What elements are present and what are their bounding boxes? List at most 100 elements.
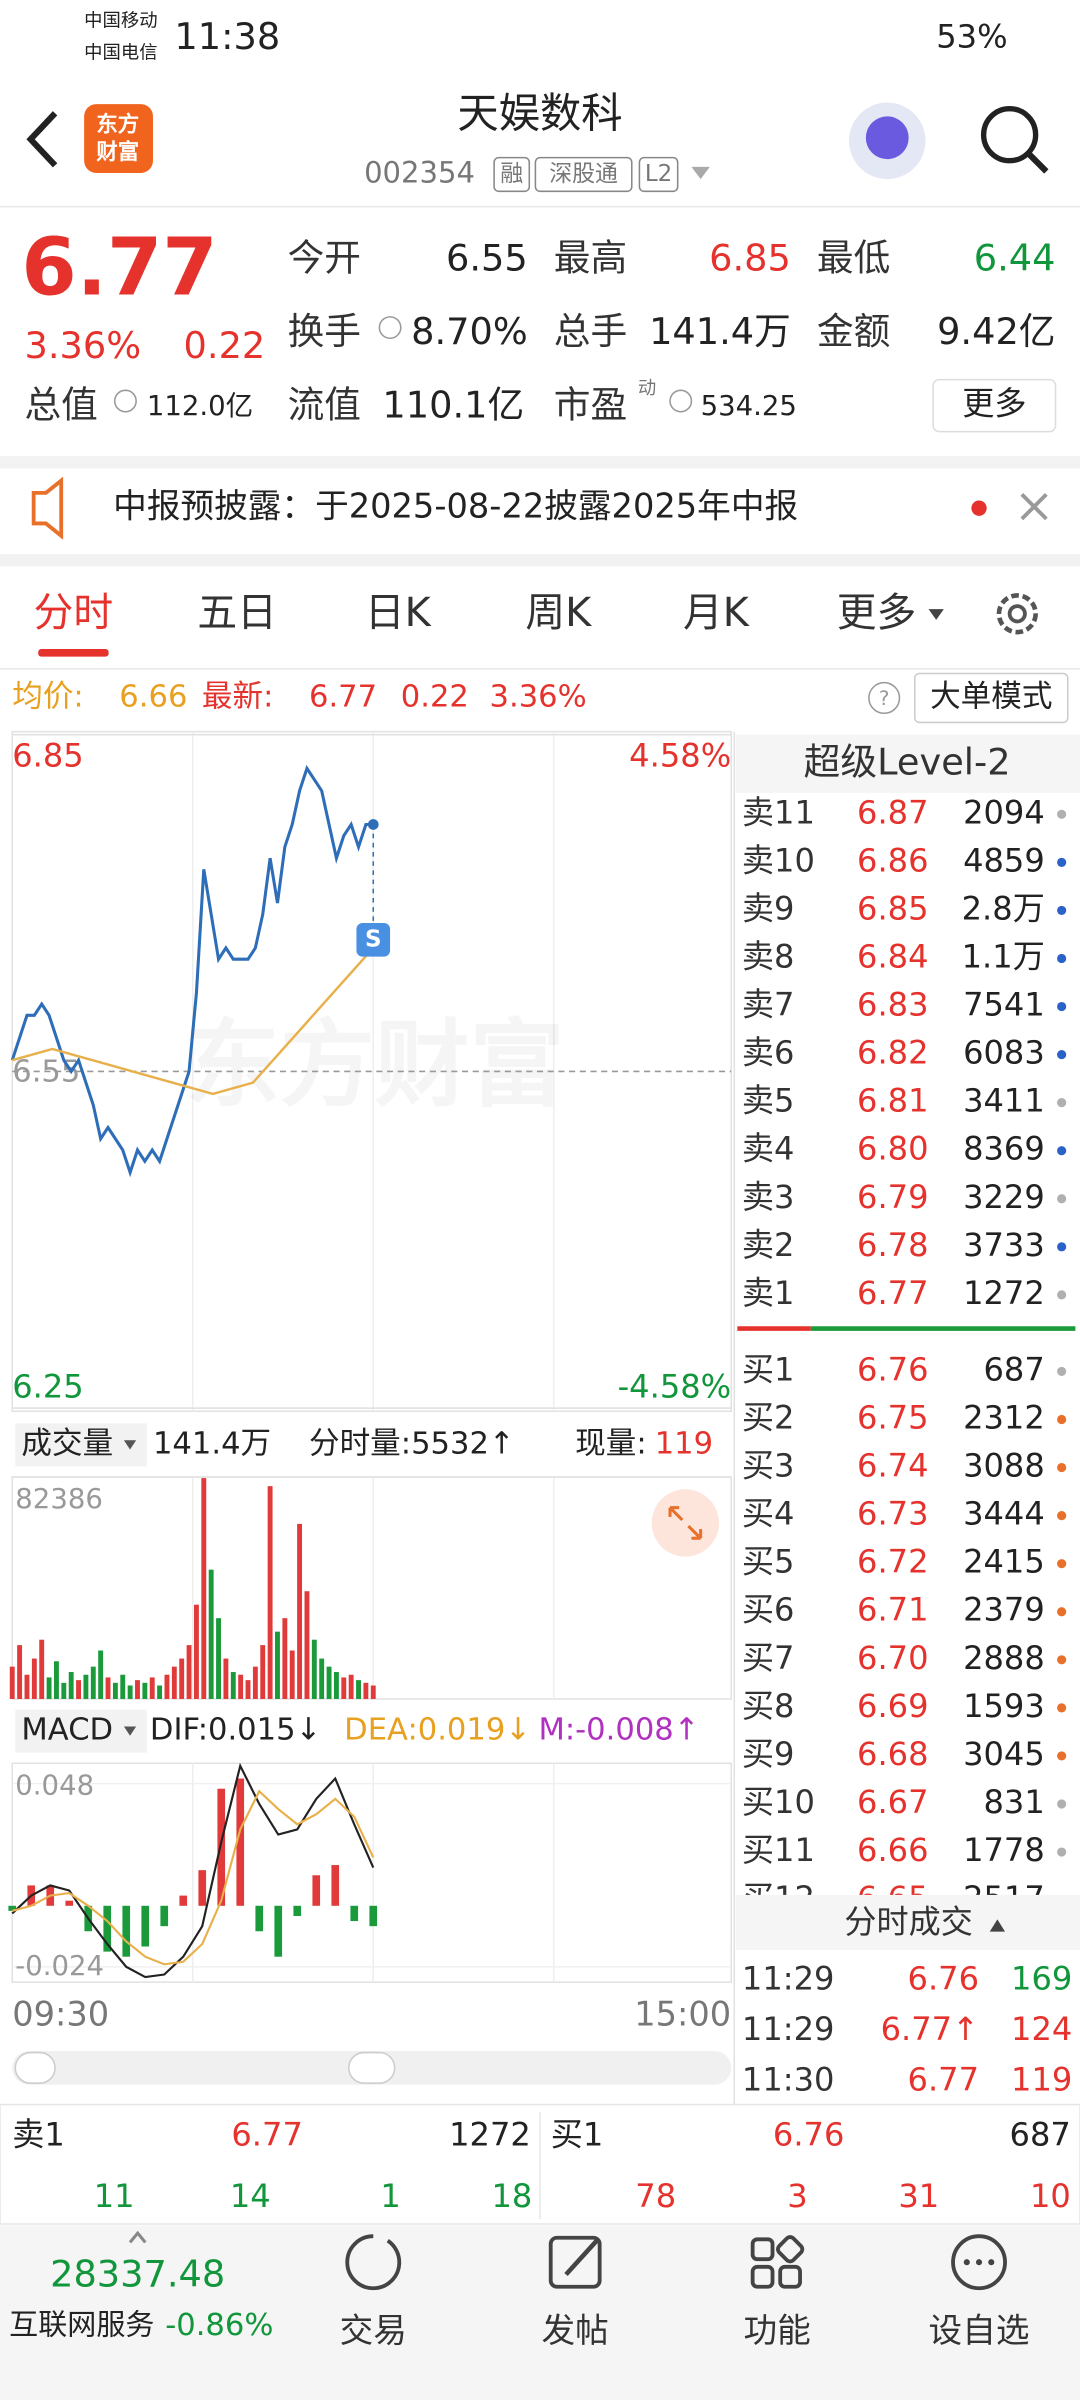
indicator-selector[interactable] — [15, 1709, 147, 1753]
change-percent: 3.36% — [24, 324, 141, 367]
ask-price: 6.77 — [231, 2116, 303, 2154]
settings-button[interactable] — [996, 593, 1038, 635]
volume-bar — [46, 1677, 52, 1699]
info-icon[interactable] — [113, 389, 137, 413]
tag-box — [493, 156, 531, 193]
more-button[interactable] — [932, 378, 1057, 433]
function-icon[interactable] — [750, 2237, 775, 2262]
scroll-handle[interactable] — [348, 2051, 396, 2084]
tab[interactable]: 五日 — [197, 590, 277, 636]
indicator-name[interactable]: MACD — [21, 1713, 113, 1748]
help-mark: ? — [879, 687, 890, 710]
book-volume: 831 — [984, 1783, 1045, 1821]
trade-volume: 119 — [1011, 2061, 1072, 2099]
volume-bar — [171, 1666, 177, 1699]
watchlist-icon[interactable] — [951, 2234, 1007, 2291]
trade-price: 6.77↑ — [881, 2010, 979, 2048]
field-value: 141.4万 — [649, 310, 791, 353]
tab[interactable]: 周K — [525, 590, 592, 636]
settings-core — [1007, 604, 1027, 624]
logo-text: 财富 — [96, 139, 139, 165]
book-volume: 1272 — [963, 1274, 1045, 1312]
volume-bar — [157, 1685, 163, 1699]
battery-level: 53% — [936, 17, 1007, 55]
volume-bar — [39, 1639, 45, 1699]
order-dot — [1057, 1751, 1067, 1761]
book-label: 卖7 — [742, 986, 795, 1024]
volume-bar — [230, 1672, 236, 1699]
ask-label: 卖1 — [12, 2116, 65, 2154]
trade-volume: 169 — [1011, 1960, 1072, 1998]
book-label: 买5 — [742, 1543, 795, 1581]
latest-change: 0.22 — [401, 679, 469, 714]
mode-label[interactable]: 大单模式 — [930, 679, 1052, 714]
volume-bar — [341, 1677, 347, 1699]
latest-label: 最新: — [202, 679, 273, 714]
volume-bar — [90, 1666, 96, 1699]
big-order-mode-button[interactable] — [914, 672, 1069, 724]
info-icon[interactable] — [669, 389, 693, 413]
volume-bar — [164, 1674, 170, 1699]
index-value[interactable]: 28337.48 — [50, 2253, 225, 2296]
book-label: 买6 — [742, 1591, 795, 1629]
volume-bar — [216, 1618, 221, 1699]
volume-bar — [17, 1645, 23, 1699]
trades-header — [735, 1894, 1080, 1950]
tab[interactable]: 日K — [365, 590, 432, 636]
order-dot — [1057, 1001, 1067, 1012]
more-button-label[interactable]: 更多 — [962, 385, 1026, 423]
close-button[interactable] — [1020, 493, 1048, 521]
back-button[interactable] — [26, 111, 58, 168]
avg-value: 6.66 — [119, 679, 187, 714]
nav-item[interactable]: 发帖 — [542, 2311, 609, 2350]
indicator-selector[interactable] — [15, 1423, 147, 1467]
order-dot — [1057, 1366, 1067, 1377]
search-button[interactable] — [980, 105, 1039, 164]
book-volume: 1778 — [963, 1831, 1045, 1869]
nav-item[interactable]: 交易 — [340, 2311, 407, 2350]
scroll-handle[interactable] — [14, 2051, 56, 2084]
volume-bar — [142, 1682, 148, 1699]
book-volume: 3411 — [963, 1082, 1045, 1120]
help-icon[interactable] — [868, 681, 901, 715]
order-dot — [1057, 1559, 1067, 1569]
volume-bar — [61, 1682, 67, 1699]
expand-caret[interactable] — [128, 2230, 147, 2244]
order-dot — [1057, 905, 1067, 915]
tab[interactable]: 分时 — [34, 590, 114, 636]
dropdown-arrow[interactable] — [928, 609, 944, 620]
app-logo[interactable] — [84, 104, 153, 173]
collapse-arrow[interactable] — [989, 1919, 1006, 1932]
expand-button[interactable] — [651, 1489, 719, 1557]
field-label: 市盈 — [554, 384, 627, 427]
volume-bar — [275, 1631, 280, 1699]
function-icon[interactable] — [778, 2264, 802, 2289]
divider-band — [0, 456, 1080, 469]
tab[interactable]: 更多 — [837, 590, 917, 636]
macd-bar — [255, 1905, 264, 1932]
dropdown-arrow[interactable] — [691, 166, 710, 180]
function-icon[interactable] — [750, 2264, 775, 2289]
function-icon[interactable] — [776, 2235, 805, 2264]
trade-icon[interactable] — [345, 2234, 402, 2291]
price-line — [10, 764, 374, 1178]
book-volume: 2.8万 — [962, 889, 1045, 927]
nav-item[interactable]: 设自选 — [929, 2311, 1030, 2350]
order-dot — [1057, 1847, 1067, 1857]
order-dot — [1057, 1146, 1067, 1156]
indicator-name[interactable]: 成交量 — [21, 1426, 113, 1461]
volume-bar — [282, 1618, 288, 1699]
tick-volume: 分时量:5532↑ — [309, 1426, 515, 1461]
nav-item[interactable]: 功能 — [743, 2311, 810, 2350]
book-label: 买3 — [742, 1447, 795, 1485]
change-amount: 0.22 — [184, 324, 266, 367]
info-icon[interactable] — [378, 316, 402, 340]
post-icon[interactable] — [548, 2235, 602, 2289]
field-label: 总手 — [554, 310, 627, 353]
order-dot — [1057, 809, 1067, 819]
y-tick-label: 82386 — [15, 1483, 103, 1515]
tab[interactable]: 月K — [683, 590, 750, 636]
book-price: 6.85 — [857, 889, 929, 927]
notice-text[interactable]: 中报预披露：于2025-08-22披露2025年中报 — [113, 487, 798, 526]
sell-marker[interactable] — [356, 922, 391, 957]
